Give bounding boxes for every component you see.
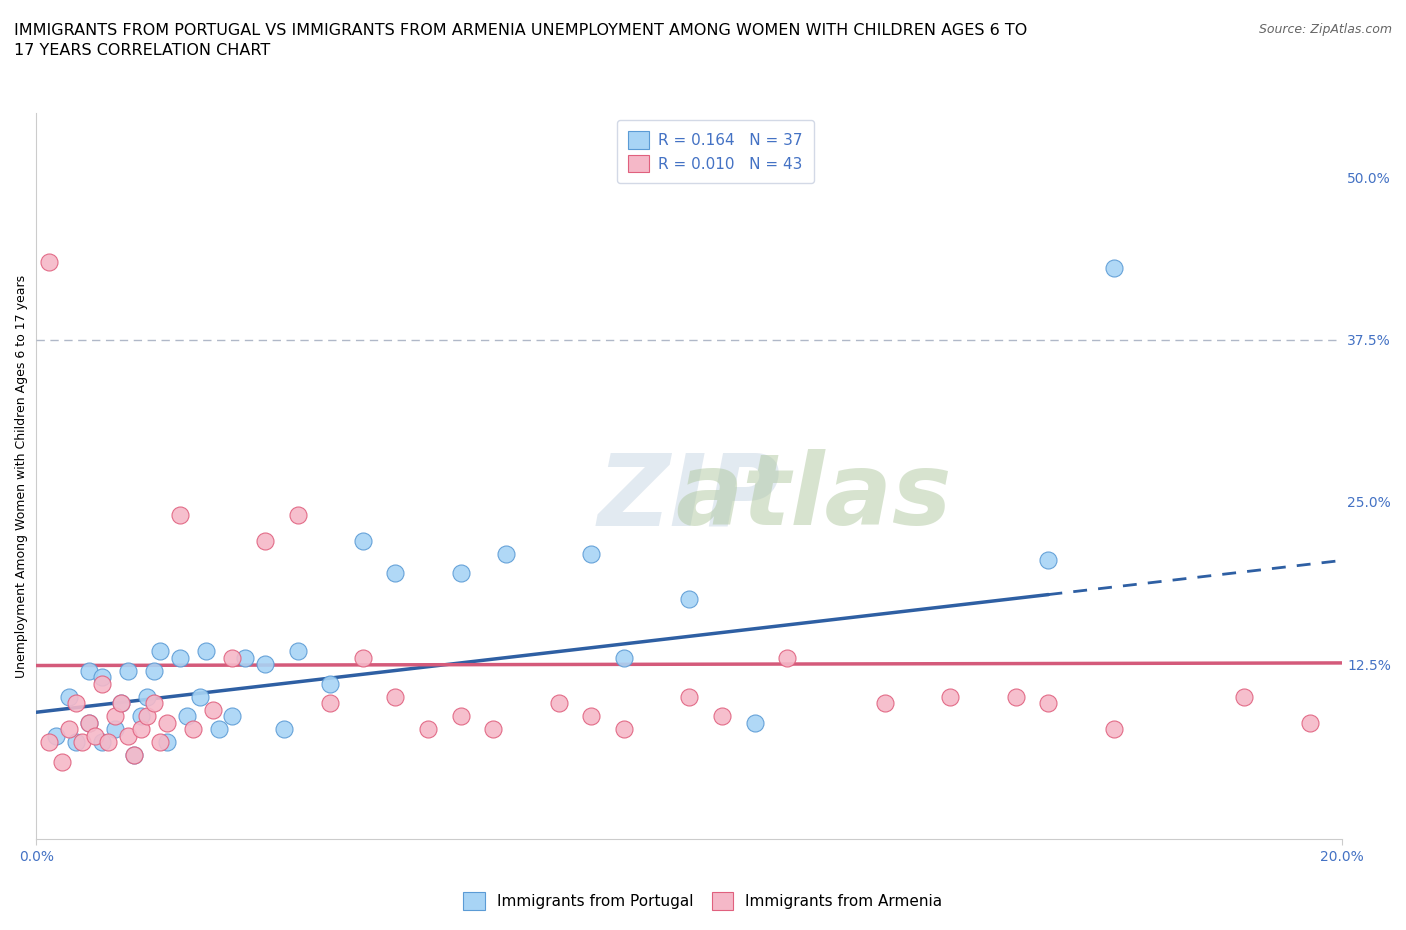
Point [678, 689, 700, 704]
Point [38, 255, 60, 270]
Text: ZIP: ZIP [598, 449, 780, 546]
Point [129, 709, 152, 724]
Point [678, 591, 700, 606]
Point [416, 722, 439, 737]
Point [319, 696, 342, 711]
Point [156, 735, 179, 750]
Text: atlas: atlas [675, 449, 952, 546]
Point [124, 748, 146, 763]
Y-axis label: Unemployment Among Women with Children Ages 6 to 17 years: Unemployment Among Women with Children A… [15, 274, 28, 678]
Point [1298, 715, 1320, 730]
Point [221, 650, 243, 665]
Point [352, 534, 374, 549]
Point [181, 722, 204, 737]
Point [613, 722, 636, 737]
Point [581, 547, 603, 562]
Point [547, 696, 569, 711]
Legend: R = 0.164   N = 37, R = 0.010   N = 43: R = 0.164 N = 37, R = 0.010 N = 43 [617, 120, 814, 183]
Legend: Immigrants from Portugal, Immigrants from Armenia: Immigrants from Portugal, Immigrants fro… [456, 884, 950, 918]
Point [319, 676, 342, 691]
Point [90, 676, 112, 691]
Point [142, 696, 165, 711]
Point [1038, 696, 1060, 711]
Point [77, 663, 100, 678]
Point [1102, 261, 1125, 276]
Point [104, 722, 127, 737]
Point [110, 696, 132, 711]
Text: IMMIGRANTS FROM PORTUGAL VS IMMIGRANTS FROM ARMENIA UNEMPLOYMENT AMONG WOMEN WIT: IMMIGRANTS FROM PORTUGAL VS IMMIGRANTS F… [14, 23, 1028, 58]
Point [233, 650, 256, 665]
Point [149, 644, 172, 658]
Point [384, 566, 406, 581]
Point [176, 709, 198, 724]
Point [104, 709, 127, 724]
Point [90, 735, 112, 750]
Point [208, 722, 231, 737]
Point [45, 728, 67, 743]
Point [142, 663, 165, 678]
Point [77, 715, 100, 730]
Point [450, 709, 472, 724]
Point [875, 696, 897, 711]
Point [1004, 689, 1026, 704]
Point [136, 689, 159, 704]
Point [450, 566, 472, 581]
Point [188, 689, 211, 704]
Point [65, 696, 87, 711]
Point [253, 534, 276, 549]
Point [58, 689, 80, 704]
Point [482, 722, 505, 737]
Point [776, 650, 799, 665]
Point [90, 670, 112, 684]
Point [287, 644, 309, 658]
Text: Source: ZipAtlas.com: Source: ZipAtlas.com [1258, 23, 1392, 36]
Point [273, 722, 295, 737]
Point [97, 735, 120, 750]
Point [51, 754, 73, 769]
Point [1233, 689, 1256, 704]
Point [156, 715, 179, 730]
Point [117, 728, 139, 743]
Point [169, 508, 191, 523]
Point [124, 748, 146, 763]
Point [287, 508, 309, 523]
Point [169, 650, 191, 665]
Point [58, 722, 80, 737]
Point [129, 722, 152, 737]
Point [70, 735, 93, 750]
Point [195, 644, 218, 658]
Point [149, 735, 172, 750]
Point [253, 657, 276, 671]
Point [1102, 722, 1125, 737]
Point [65, 735, 87, 750]
Point [77, 715, 100, 730]
Point [1038, 553, 1060, 568]
Point [710, 709, 733, 724]
Point [117, 663, 139, 678]
Point [221, 709, 243, 724]
Point [201, 702, 224, 717]
Point [38, 735, 60, 750]
Point [384, 689, 406, 704]
Point [613, 650, 636, 665]
Point [110, 696, 132, 711]
Point [495, 547, 517, 562]
Point [352, 650, 374, 665]
Point [744, 715, 766, 730]
Point [939, 689, 962, 704]
Point [136, 709, 159, 724]
Point [84, 728, 107, 743]
Point [581, 709, 603, 724]
